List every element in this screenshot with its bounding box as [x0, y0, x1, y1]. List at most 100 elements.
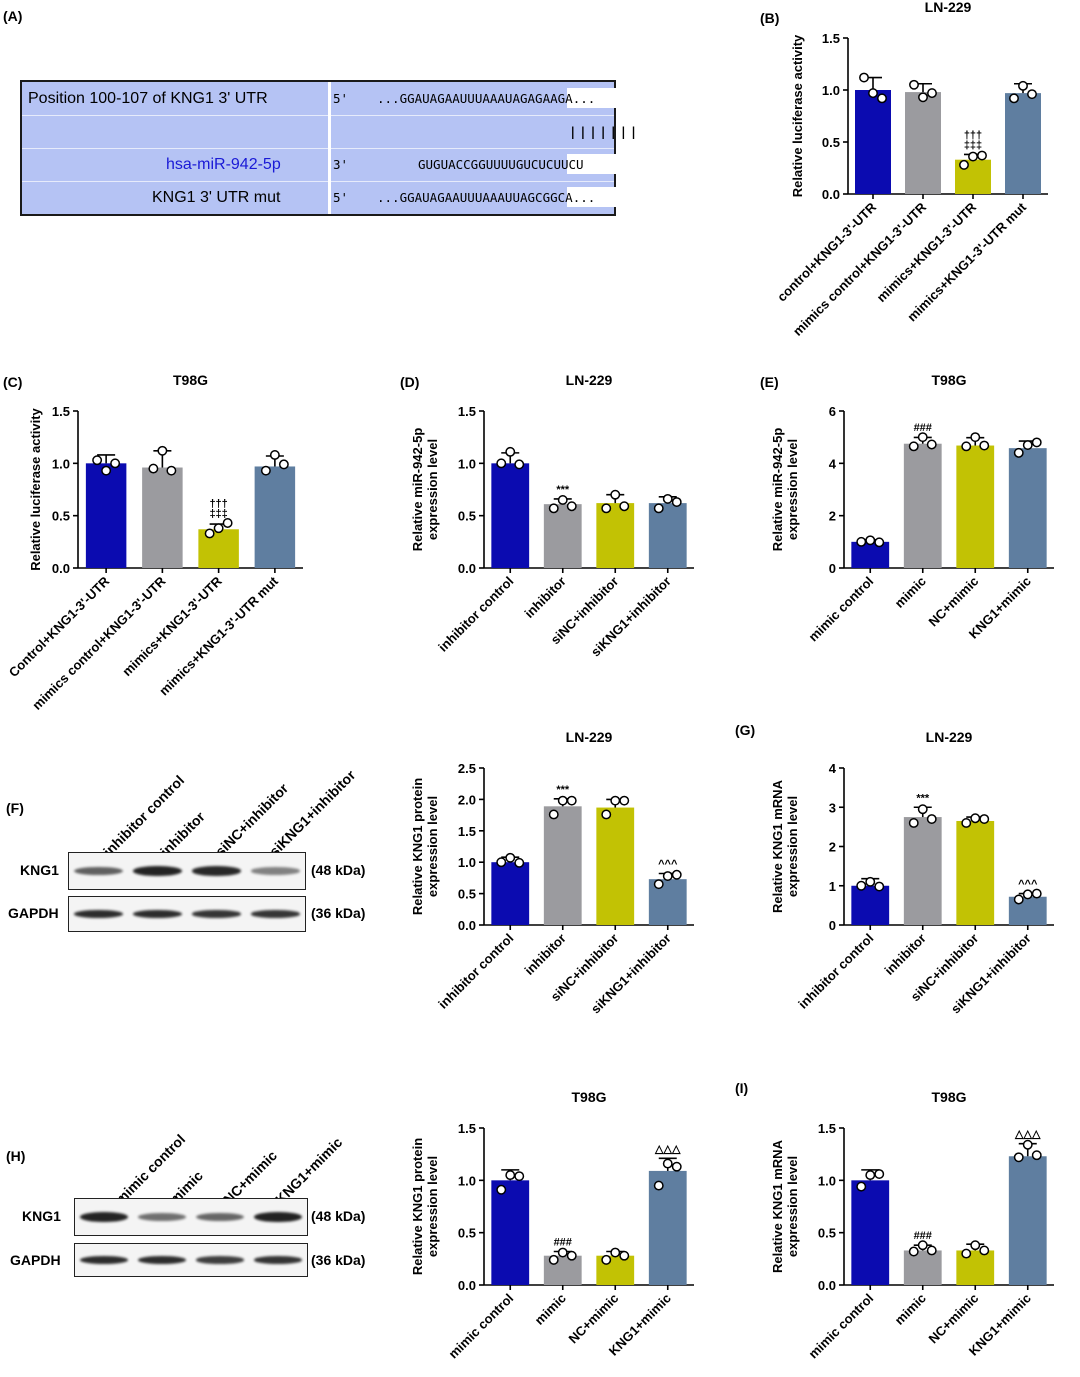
data-point [917, 432, 928, 443]
data-point [959, 159, 969, 170]
x-tick-label: inhibitor control [795, 931, 876, 1012]
data-point [1031, 437, 1042, 448]
y-axis-label-line: Relative miR-942-5p [410, 428, 425, 552]
blot-size-label: (48 kDa) [311, 1208, 366, 1224]
panel-letter-e: (E) [760, 374, 779, 390]
data-point [908, 818, 919, 828]
data-point [877, 93, 887, 104]
significance-marker: ‡‡‡ [964, 139, 982, 151]
data-point [671, 869, 682, 880]
x-tick-label: mimic control [805, 574, 876, 645]
data-point [222, 518, 233, 528]
x-tick-label: NC+mimic [926, 574, 982, 630]
panel-letter-d: (D) [400, 374, 420, 390]
x-tick-label: mimics+KNG1-3'-UTR [874, 199, 980, 305]
blot-band [254, 1256, 302, 1264]
y-tick-label: 1.0 [458, 456, 476, 471]
blot-band [196, 1256, 244, 1264]
data-point [505, 446, 516, 457]
data-point [1031, 888, 1042, 899]
data-point [662, 1158, 673, 1169]
y-axis-label: Relative miR-942-5pexpression level [770, 428, 800, 552]
data-point [908, 1246, 919, 1257]
y-tick-label: 4 [829, 456, 837, 471]
x-tick-label: inhibitor [521, 931, 568, 978]
blot-band [192, 910, 241, 918]
significance-marker: *** [556, 484, 570, 496]
chart-title: T98G [931, 1089, 966, 1105]
data-point [926, 1245, 937, 1256]
y-axis-label-line: Relative KNG1 protein [410, 778, 425, 915]
x-tick-label: mimics+KNG1-3'-UTR mut [156, 573, 281, 698]
row-separator [22, 181, 614, 182]
panel-letter-f: (F) [6, 800, 24, 816]
mir942-chart-t98g: T98G Relative miR-942-5pexpression level 0… [770, 372, 1054, 645]
x-tick-label: mimic [892, 574, 929, 611]
data-point [856, 1181, 867, 1192]
chart-title: LN-229 [926, 729, 973, 745]
y-tick-label: 1.0 [822, 83, 840, 98]
y-tick-label: 2 [829, 509, 836, 524]
y-axis-label-line: Relative KNG1 mRNA [770, 1139, 785, 1273]
y-axis-label: Relative miR-942-5pexpression level [410, 428, 440, 552]
data-point [566, 501, 577, 512]
y-axis-label: Relative KNG1 proteinexpression level [410, 778, 440, 915]
y-axis-label: Relative KNG1 mRNAexpression level [770, 779, 800, 913]
bar [851, 541, 890, 568]
bar [648, 503, 687, 568]
kng1-protein-chart-ln229: LN-229 Relative KNG1 proteinexpression le… [410, 729, 694, 1016]
significance-marker: *** [556, 784, 570, 796]
data-point [968, 151, 978, 162]
panel-letter-g: (G) [735, 722, 756, 738]
y-axis-label-line: Relative luciferase activity [790, 34, 805, 197]
seed-highlight [567, 88, 654, 108]
gapdh-blot-strip [74, 1243, 308, 1277]
data-point [865, 876, 876, 887]
data-point [610, 1247, 621, 1258]
data-point [662, 493, 673, 504]
data-point [917, 1240, 928, 1251]
data-point [927, 88, 937, 99]
data-point [1022, 1139, 1033, 1150]
y-tick-label: 2.0 [458, 792, 476, 807]
data-point [566, 1250, 577, 1261]
data-point [1013, 447, 1024, 458]
significance-marker: ††† [209, 498, 227, 510]
y-axis-label-line: Relative miR-942-5p [770, 428, 785, 552]
blot-band [138, 1213, 186, 1221]
chart-title: T98G [571, 1089, 606, 1105]
x-tick-label: inhibitor [521, 574, 568, 621]
bar [903, 1250, 942, 1285]
data-point [874, 1169, 885, 1180]
data-point [1031, 1150, 1042, 1161]
data-point [269, 450, 280, 460]
gapdh-blot-strip [68, 896, 306, 932]
utr-position-label: Position 100-107 of KNG1 3' UTR [28, 90, 268, 107]
y-axis-label-line: expression level [785, 1156, 800, 1257]
data-point [961, 441, 972, 452]
y-tick-label: 0.0 [458, 918, 476, 933]
data-point [557, 495, 568, 505]
data-point [653, 1180, 664, 1191]
y-tick-label: 1.5 [458, 1121, 476, 1136]
data-point [601, 1254, 612, 1265]
significance-marker: △△△ [654, 1143, 681, 1155]
base-pairing-lines: ||||||| [569, 124, 640, 139]
significance-marker: ^^^ [658, 859, 678, 871]
data-point [496, 857, 507, 868]
bar [648, 1170, 687, 1285]
bar [254, 466, 296, 568]
bar [198, 529, 239, 568]
kng1-blot-strip [74, 1198, 308, 1236]
blot-band [74, 866, 123, 876]
data-point [653, 503, 664, 514]
data-point [610, 795, 621, 806]
y-tick-label: 1.0 [818, 1173, 836, 1188]
data-point [92, 455, 103, 466]
blot-lane-label: KNG1+mimic [272, 1134, 346, 1208]
y-axis-label-line: expression level [785, 796, 800, 897]
chart-title: T98G [931, 372, 966, 388]
data-point [110, 458, 121, 469]
data-point [1013, 1152, 1024, 1163]
column-divider [328, 82, 331, 214]
